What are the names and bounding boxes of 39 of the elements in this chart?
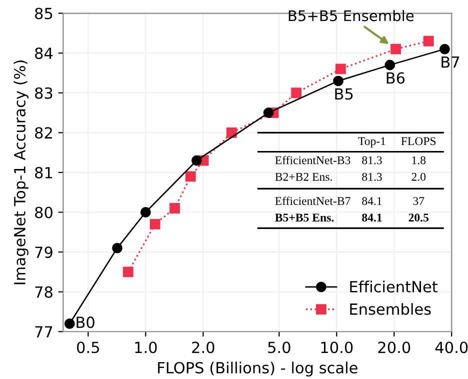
annotation: 2.0 [412,172,426,181]
annotation: B0 [76,316,94,328]
annotation: 84.1 [362,197,382,206]
annotation: 1.8 [412,156,426,164]
annotation: 37 [413,197,424,206]
annotation: B5+B5 Ensemble [288,10,414,22]
annotation: B6 [386,72,405,84]
y-tick-label: 85 [35,8,52,20]
annotation: 20.5 [408,214,428,222]
annotation: 81.3 [362,156,382,164]
annotation: 81.3 [362,172,382,181]
y-tick-label: 81 [35,166,52,178]
annotation: FLOPS [401,137,436,146]
annotation: 84.1 [362,214,382,222]
x-tick-label: 5.0 [268,342,290,354]
y-tick-label: 83 [35,87,52,99]
annotation: EfficientNet-B7 [275,196,350,206]
x-tick-label: 20.0 [378,342,410,354]
annotation: B7 [442,56,460,68]
annotation: B5+B5 Ens. [275,214,334,222]
annotation: EfficientNet-B3 [275,156,350,164]
y-axis-title: ImageNet Top-1 Accuracy (%) [14,60,28,284]
y-tick-label: 78 [35,286,52,298]
legend-label: EfficientNet [350,280,438,292]
y-tick-label: 82 [35,127,52,139]
x-tick-label: 40.0 [435,342,468,354]
annotation: B5 [335,88,353,100]
annotation: Top-1 [358,137,386,148]
y-tick-label: 79 [35,246,52,258]
legend-label: Ensembles [350,303,431,315]
x-tick-label: 10.0 [321,342,353,354]
x-tick-label: 0.5 [77,342,99,354]
y-tick-label: 84 [35,48,53,60]
y-tick-label: 80 [35,206,52,218]
x-tick-label: 1.0 [135,342,157,354]
x-axis-title: FLOPS (Billions) - log scale [158,362,358,376]
y-tick-label: 77 [35,326,52,338]
annotation: B2+B2 Ens. [275,172,332,181]
x-tick-label: 2.0 [192,342,214,354]
